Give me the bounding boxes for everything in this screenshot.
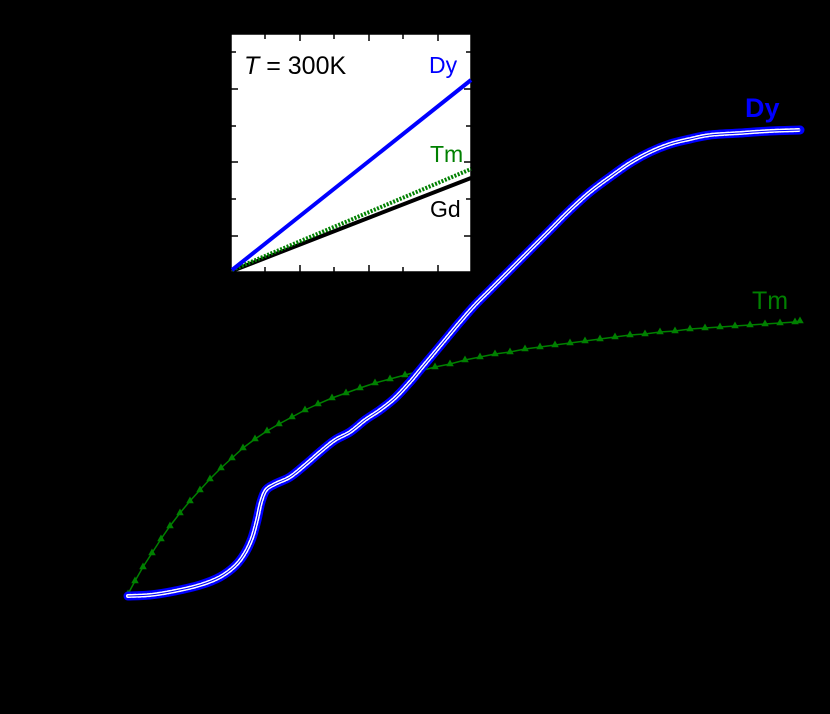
dy-label: Dy [745, 93, 780, 123]
inset-ticks [231, 34, 471, 272]
inset-frame [230, 33, 472, 273]
tm-label: Tm [752, 287, 788, 315]
inset-temperature-value: = 300K [259, 52, 346, 80]
inset-temperature-label: T = 300K [244, 52, 346, 80]
inset-dy-label: Dy [429, 52, 458, 78]
inset-dy-line [230, 78, 473, 272]
tm-series [124, 316, 804, 597]
inset-tm-label: Tm [430, 141, 463, 167]
inset-gd-label: Gd [430, 196, 461, 222]
inset-temperature-symbol: T [244, 52, 261, 80]
inset-chart: T = 300K Dy Tm Gd [230, 33, 473, 273]
inset-tm-line [231, 167, 472, 272]
dy-series [123, 125, 805, 601]
inset-gd-line [231, 176, 472, 273]
